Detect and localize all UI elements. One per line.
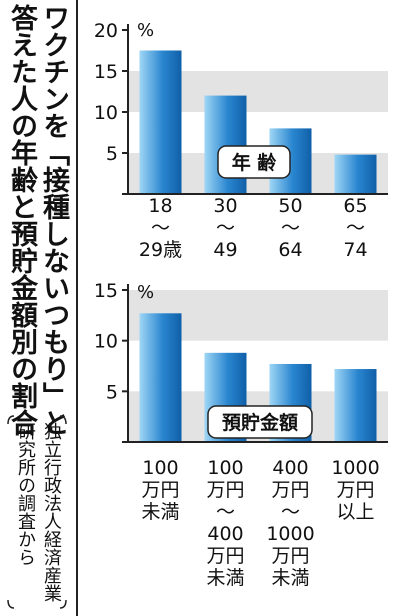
bar-1 [204, 95, 247, 194]
title-line-2: 答えた人の年齢と預貯金額別の割合 [6, 4, 37, 436]
category-label: 万円 [271, 479, 309, 501]
column-divider [76, 0, 78, 616]
bar-3 [334, 369, 377, 442]
y-tick-label: 5 [106, 143, 118, 165]
category-label: 400 [207, 523, 243, 545]
legend-label: 年 齢 [232, 151, 278, 174]
category-label: 64 [278, 239, 302, 261]
y-tick-label: 5 [106, 381, 118, 403]
y-tick-label: 20 [94, 20, 118, 42]
y-tick-label: 10 [94, 102, 118, 124]
category-label: 400 [272, 457, 308, 479]
title-line-1: ワクチンを「接種しないつもり」と [38, 4, 69, 436]
category-label: 49 [213, 239, 237, 261]
legend-box [217, 145, 291, 179]
source-note: 独立行政法人経済産業 研究所の調査から [6, 414, 68, 610]
category-label: 万円 [141, 479, 179, 501]
source-brackets [7, 415, 67, 609]
category-label: ～ [281, 501, 300, 523]
y-tick-label: 15 [94, 280, 118, 302]
category-label: ～ [151, 217, 170, 239]
category-label: ～ [281, 217, 300, 239]
category-label: 30 [213, 195, 237, 217]
title-column: ワクチンを「接種しないつもり」と 答えた人の年齢と預貯金額別の割合 独立行政法人… [0, 0, 76, 616]
category-label: ～ [216, 501, 235, 523]
category-label: 万円 [271, 545, 309, 567]
category-label: 1000 [266, 523, 314, 545]
legend-label: 預貯金額 [222, 411, 298, 434]
source-line-2: 研究所の調査から [15, 422, 36, 566]
category-label: 1000 [331, 457, 379, 479]
category-label: ～ [346, 217, 365, 239]
category-label: 100 [142, 457, 178, 479]
unit-label: % [137, 20, 154, 41]
source-line-1: 独立行政法人経済産業 [41, 422, 62, 602]
category-label: 29歳 [139, 239, 182, 261]
category-label: 100 [207, 457, 243, 479]
category-label: 以上 [336, 501, 374, 523]
category-label: ～ [216, 217, 235, 239]
unit-label: % [137, 282, 154, 303]
category-label: 74 [343, 239, 367, 261]
bar-3 [334, 154, 377, 194]
category-label: 万円 [206, 479, 244, 501]
y-tick-label: 15 [94, 61, 118, 83]
category-label: 未満 [206, 567, 244, 589]
bar-0 [139, 50, 182, 194]
category-label: 万円 [336, 479, 374, 501]
category-label: 65 [343, 195, 367, 217]
bar-0 [139, 313, 182, 442]
category-label: 未満 [141, 501, 179, 523]
category-label: 未満 [271, 567, 309, 589]
y-tick-label: 10 [94, 331, 118, 353]
category-label: 18 [148, 195, 172, 217]
category-label: 50 [278, 195, 302, 217]
legend-box [207, 405, 313, 439]
category-label: 万円 [206, 545, 244, 567]
